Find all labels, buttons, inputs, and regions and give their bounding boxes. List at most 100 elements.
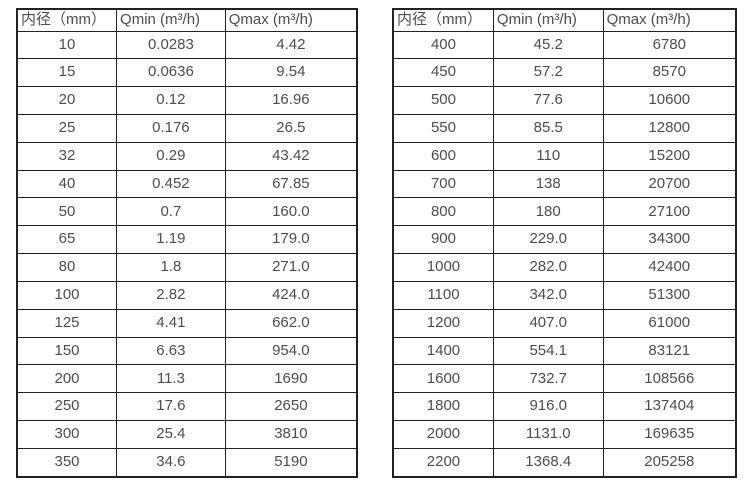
table-cell: 205258 [602,447,737,478]
table-cell: 1600 [392,364,494,394]
flow-table-large-diameters: 内径（mm） Qmin (m³/h) Qmax (m³/h) 400 45.2 6780 4… [392,8,737,478]
table-cell: 200 [16,364,118,394]
table-cell: 1800 [392,392,494,422]
table-row: 800 180 27100 [392,197,737,227]
table-cell: 12800 [602,113,737,143]
table-cell: 83121 [602,336,737,366]
table-cell: 271.0 [224,253,358,282]
table-cell: 450 [392,58,494,88]
table-row: 150 6.63 954.0 [16,336,358,366]
table-cell: 20 [16,86,118,115]
table-cell: 250 [16,392,118,422]
table-cell: 229.0 [492,225,604,255]
table-cell: 2200 [392,447,494,478]
column-header: Qmin (m³/h) [492,8,604,32]
table-cell: 0.12 [116,86,226,115]
table-cell: 180 [492,197,604,227]
table-cell: 15200 [602,141,737,171]
table-row: 50 0.7 160.0 [16,197,358,227]
column-header: 内径（mm） [16,8,118,32]
table-cell: 342.0 [492,280,604,310]
table-row: 900 229.0 34300 [392,225,737,255]
table-row: 600 110 15200 [392,141,737,171]
table-cell: 0.0283 [116,30,226,60]
table-cell: 916.0 [492,392,604,422]
table-cell: 51300 [602,280,737,310]
table-row: 65 1.19 179.0 [16,225,358,255]
table-cell: 1131.0 [492,420,604,449]
table-cell: 1.8 [116,253,226,282]
table-cell: 600 [392,141,494,171]
table-cell: 5190 [224,447,358,478]
table-row: 25 0.176 26.5 [16,113,358,143]
column-header: Qmin (m³/h) [116,8,226,32]
table-cell: 424.0 [224,280,358,310]
table-row: 100 2.82 424.0 [16,280,358,310]
table-cell: 900 [392,225,494,255]
table-cell: 732.7 [492,364,604,394]
table-cell: 80 [16,253,118,282]
column-header: Qmax (m³/h) [602,8,737,32]
table-cell: 42400 [602,253,737,282]
table-row: 20 0.12 16.96 [16,86,358,115]
table-cell: 500 [392,86,494,115]
table-cell: 1000 [392,253,494,282]
table-cell: 25 [16,113,118,143]
flow-table-small-diameters: 内径（mm） Qmin (m³/h) Qmax (m³/h) 10 0.0283 4.42… [16,8,358,478]
table-cell: 550 [392,113,494,143]
table-cell: 137404 [602,392,737,422]
table-row: 450 57.2 8570 [392,58,737,88]
table-row: 300 25.4 3810 [16,420,358,449]
table-row: 500 77.6 10600 [392,86,737,115]
table-row: 15 0.0636 9.54 [16,58,358,88]
table-cell: 0.7 [116,197,226,227]
table-cell: 150 [16,336,118,366]
table-row: 550 85.5 12800 [392,113,737,143]
table-cell: 2.82 [116,280,226,310]
table-cell: 662.0 [224,308,358,338]
table-row: 350 34.6 5190 [16,447,358,478]
table-row: 1800 916.0 137404 [392,392,737,422]
table-row: 80 1.8 271.0 [16,253,358,282]
table-cell: 700 [392,169,494,199]
table-cell: 15 [16,58,118,88]
table-cell: 25.4 [116,420,226,449]
table-cell: 16.96 [224,86,358,115]
table-row: 2000 1131.0 169635 [392,420,737,449]
table-cell: 9.54 [224,58,358,88]
table-cell: 0.452 [116,169,226,199]
table-cell: 6.63 [116,336,226,366]
table-row: 32 0.29 43.42 [16,141,358,171]
table-cell: 20700 [602,169,737,199]
table-cell: 954.0 [224,336,358,366]
table-cell: 554.1 [492,336,604,366]
table-cell: 45.2 [492,30,604,60]
table-row: 1400 554.1 83121 [392,336,737,366]
table-cell: 3810 [224,420,358,449]
table-row: 1000 282.0 42400 [392,253,737,282]
table-cell: 1.19 [116,225,226,255]
table-cell: 2650 [224,392,358,422]
table-cell: 4.41 [116,308,226,338]
table-cell: 138 [492,169,604,199]
table-row: 125 4.41 662.0 [16,308,358,338]
table-cell: 400 [392,30,494,60]
table-cell: 100 [16,280,118,310]
table-cell: 0.29 [116,141,226,171]
table-row: 250 17.6 2650 [16,392,358,422]
table-row: 700 138 20700 [392,169,737,199]
table-cell: 125 [16,308,118,338]
header-row: 内径（mm） Qmin (m³/h) Qmax (m³/h) [392,8,737,32]
column-header: Qmax (m³/h) [224,8,358,32]
table-row: 400 45.2 6780 [392,30,737,60]
table-cell: 282.0 [492,253,604,282]
table-cell: 65 [16,225,118,255]
table-cell: 50 [16,197,118,227]
table-cell: 34.6 [116,447,226,478]
table-cell: 110 [492,141,604,171]
table-cell: 300 [16,420,118,449]
table-cell: 26.5 [224,113,358,143]
table-cell: 1400 [392,336,494,366]
table-cell: 61000 [602,308,737,338]
